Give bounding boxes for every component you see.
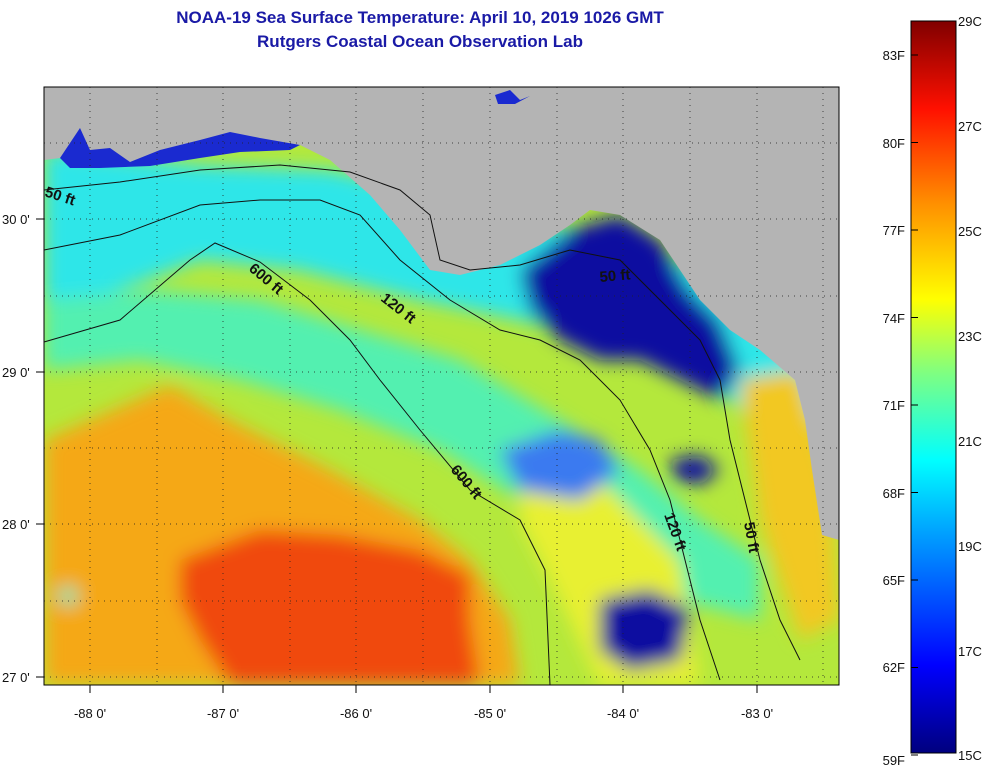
lat-label: 28 0' [2, 517, 30, 532]
colorbar-f-label: 59F [883, 753, 905, 768]
lat-label: 30 0' [2, 212, 30, 227]
map-title: NOAA-19 Sea Surface Temperature: April 1… [176, 8, 664, 27]
contour-50ft [43, 164, 801, 661]
contour-600ft [43, 242, 551, 686]
contour-label: 50 ft [740, 521, 762, 554]
contour-120ft [43, 199, 721, 681]
colorbar-f-label: 65F [883, 573, 905, 588]
map-frame [43, 86, 840, 686]
colorbar-c-label: 29C [958, 14, 982, 29]
contour-label: 50 ft [599, 266, 631, 286]
colorbar-c-label: 15C [958, 748, 982, 763]
colorbar-f-label: 80F [883, 136, 905, 151]
colorbar-c-label: 17C [958, 644, 982, 659]
colorbar-f-label: 71F [883, 398, 905, 413]
colorbar-f-label: 83F [883, 48, 905, 63]
colorbar-c-label: 27C [958, 119, 982, 134]
colorbar [910, 20, 957, 754]
map-subtitle: Rutgers Coastal Ocean Observation Lab [257, 32, 583, 51]
depth-contours [43, 164, 801, 686]
hot-water-region [180, 530, 480, 685]
colorbar-f-label: 74F [883, 311, 905, 326]
colorbar-f-label: 68F [883, 486, 905, 501]
lat-label: 27 0' [2, 670, 30, 685]
lon-label: -84 0' [607, 706, 639, 721]
lon-label: -87 0' [207, 706, 239, 721]
lon-label: -85 0' [474, 706, 506, 721]
lon-label: -88 0' [74, 706, 106, 721]
cold-water-region [520, 215, 740, 400]
colorbar-c-label: 23C [958, 329, 982, 344]
colorbar-f-label: 62F [883, 660, 905, 675]
axis-ticks [36, 218, 758, 693]
lon-label: -86 0' [340, 706, 372, 721]
lat-label: 29 0' [2, 365, 30, 380]
lon-label: -83 0' [741, 706, 773, 721]
land-area [44, 87, 839, 540]
colorbar-c-label: 19C [958, 539, 982, 554]
colorbar-f-label: 77F [883, 223, 905, 238]
graticule [44, 87, 839, 685]
colorbar-ticks [911, 54, 918, 756]
colorbar-c-label: 25C [958, 224, 982, 239]
colorbar-c-label: 21C [958, 434, 982, 449]
